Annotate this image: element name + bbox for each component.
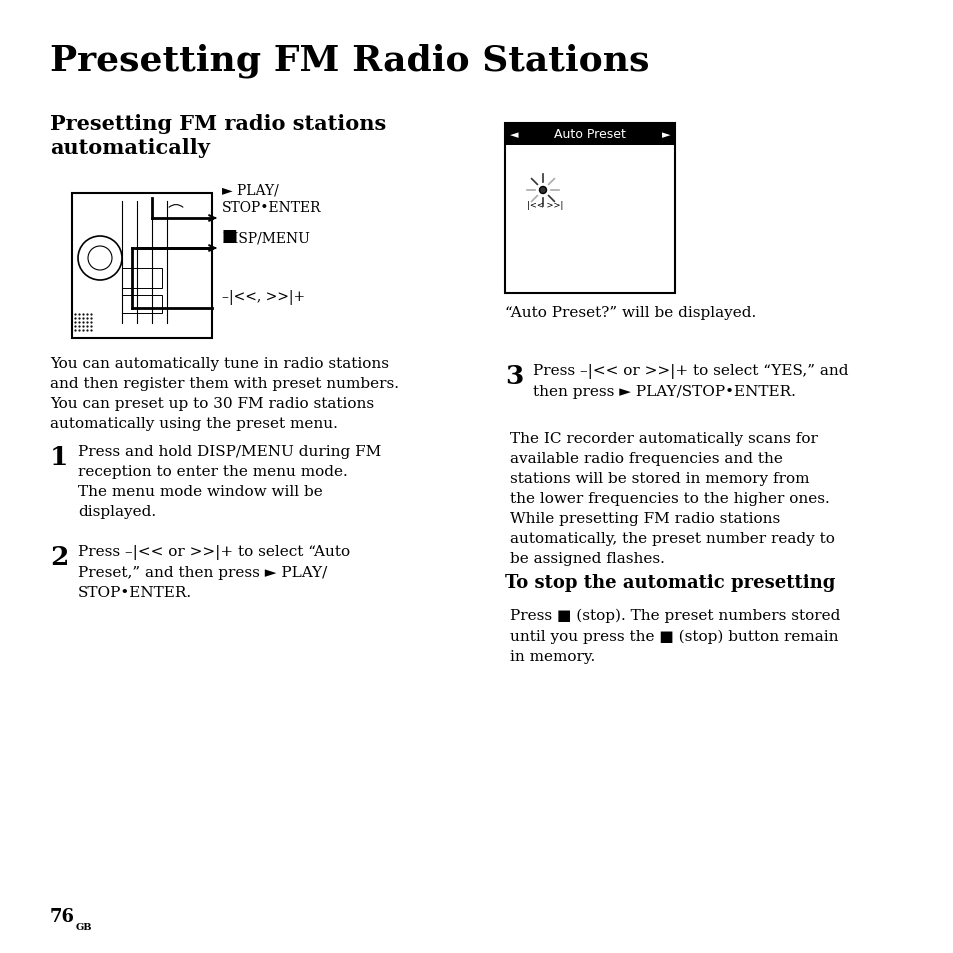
Text: ◄: ◄ (510, 130, 518, 140)
Text: DISP/MENU: DISP/MENU (222, 231, 310, 245)
Text: 2: 2 (50, 544, 69, 569)
Text: |<< >>|: |<< >>| (526, 201, 563, 210)
Text: –|<<, >>|+: –|<<, >>|+ (222, 290, 305, 305)
Bar (504, 124, 675, 146)
Bar (71, 193, 212, 338)
Bar (122, 269, 162, 289)
Text: GB: GB (76, 923, 92, 931)
Text: Press –|<< or >>|+ to select “YES,” and
then press ► PLAY/STOP•ENTER.: Press –|<< or >>|+ to select “YES,” and … (533, 364, 847, 398)
Text: ► PLAY/
STOP•ENTER: ► PLAY/ STOP•ENTER (222, 184, 321, 214)
Text: “Auto Preset?” will be displayed.: “Auto Preset?” will be displayed. (504, 306, 756, 319)
Bar (504, 124, 675, 294)
Text: 3: 3 (504, 364, 523, 389)
Text: Auto Preset: Auto Preset (554, 129, 625, 141)
Text: The IC recorder automatically scans for
available radio frequencies and the
stat: The IC recorder automatically scans for … (510, 432, 829, 506)
Text: Presetting FM radio stations
automatically: Presetting FM radio stations automatical… (50, 113, 386, 158)
Text: You can automatically tune in radio stations
and then register them with preset : You can automatically tune in radio stat… (50, 356, 398, 431)
Text: Presetting FM Radio Stations: Presetting FM Radio Stations (50, 44, 649, 78)
Text: ►: ► (660, 130, 669, 140)
Text: 76: 76 (50, 907, 75, 925)
Text: Press ■ (stop). The preset numbers stored
until you press the ■ (stop) button re: Press ■ (stop). The preset numbers store… (510, 608, 840, 663)
Bar (122, 295, 162, 314)
Text: Press –|<< or >>|+ to select “Auto
Preset,” and then press ► PLAY/
STOP•ENTER.: Press –|<< or >>|+ to select “Auto Prese… (78, 544, 350, 599)
Text: To stop the automatic presetting: To stop the automatic presetting (504, 574, 835, 592)
Text: ■: ■ (222, 227, 237, 245)
Text: Press and hold DISP/MENU during FM
reception to enter the menu mode.
The menu mo: Press and hold DISP/MENU during FM recep… (78, 444, 381, 518)
Text: While presetting FM radio stations
automatically, the preset number ready to
be : While presetting FM radio stations autom… (510, 512, 834, 565)
Circle shape (539, 188, 546, 194)
Text: 1: 1 (50, 444, 69, 470)
